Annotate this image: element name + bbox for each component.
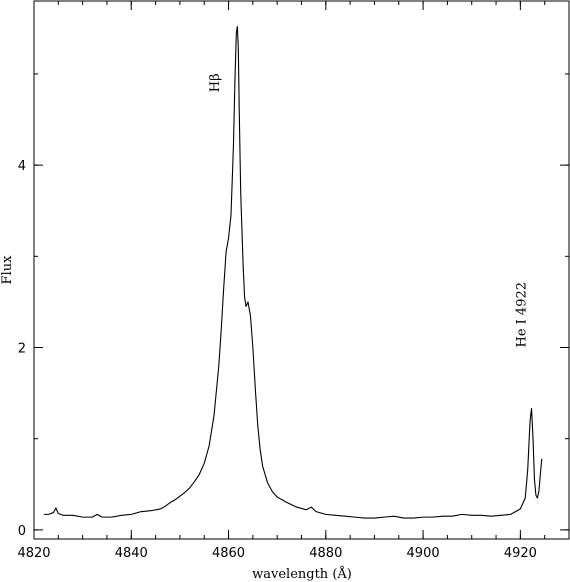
y-axis-title: Flux	[0, 255, 15, 285]
x-tick-label: 4840	[115, 546, 148, 561]
x-tick-label: 4920	[504, 546, 537, 561]
x-axis-title: wavelength (Å)	[252, 566, 352, 582]
plot-frame	[33, 0, 570, 540]
x-tick-label: 4880	[309, 546, 342, 561]
x-tick-label: 4900	[407, 546, 440, 561]
y-tick-label: 2	[18, 342, 26, 357]
line-annotations: Hβ He I 4922	[208, 73, 529, 347]
hbeta-annotation: Hβ	[208, 73, 223, 92]
major-ticks	[33, 1, 569, 539]
hei-4922-annotation: He I 4922	[514, 282, 529, 348]
flux-spectrum-line	[43, 25, 543, 519]
x-tick-label: 4860	[212, 546, 245, 561]
x-tick-label: 4820	[17, 546, 50, 561]
y-tick-labels: 0 2 4	[18, 159, 26, 539]
y-tick-label: 0	[18, 524, 26, 539]
x-tick-labels: 4820 4840 4860 4880 4900 4920	[17, 546, 536, 561]
minor-ticks	[33, 1, 570, 539]
y-tick-label: 4	[18, 159, 26, 174]
